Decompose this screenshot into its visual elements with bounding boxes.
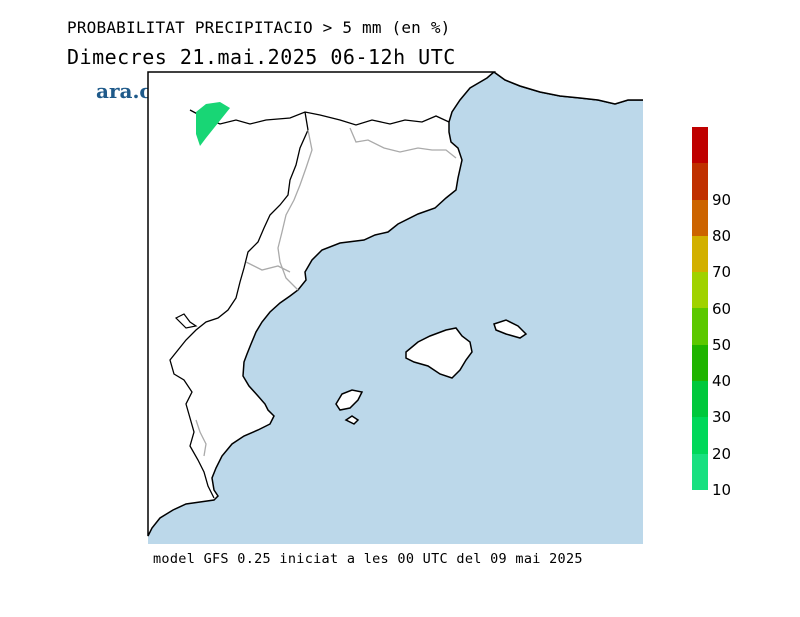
legend-label: 90 xyxy=(712,190,732,209)
legend-label: 30 xyxy=(712,408,732,427)
france-coast xyxy=(493,71,643,105)
small-islet xyxy=(174,313,198,329)
menorca-island xyxy=(493,319,528,339)
model-info-footer: model GFS 0.25 iniciat a les 00 UTC del … xyxy=(153,551,583,567)
legend-label: 80 xyxy=(712,226,732,245)
probability-legend xyxy=(692,127,708,490)
legend-swatch xyxy=(692,417,708,454)
province-border-3 xyxy=(245,261,291,273)
legend-label: 40 xyxy=(712,372,732,391)
legend-swatch xyxy=(692,163,708,200)
legend-swatch xyxy=(692,199,708,236)
precipitation-area xyxy=(196,102,230,146)
legend-label: 20 xyxy=(712,444,732,463)
map-subtitle: Dimecres 21.mai.2025 06-12h UTC xyxy=(67,45,456,69)
legend-swatch xyxy=(692,308,708,345)
eivissa-island xyxy=(335,389,364,411)
legend-swatch xyxy=(692,453,708,490)
legend-swatch xyxy=(692,344,708,382)
legend-swatch xyxy=(692,272,708,309)
legend-label: 70 xyxy=(712,263,732,282)
legend-swatch xyxy=(692,127,708,164)
region-border xyxy=(169,111,309,499)
legend-label: 60 xyxy=(712,299,732,318)
legend-label: 10 xyxy=(712,481,732,499)
france-land xyxy=(494,72,643,104)
legend-swatch xyxy=(692,381,708,418)
legend-label: 50 xyxy=(712,335,732,354)
legend-swatch xyxy=(692,235,708,273)
province-border-4 xyxy=(195,419,207,457)
province-border xyxy=(349,127,457,159)
formentera-island xyxy=(344,415,360,425)
map-title: PROBABILITAT PRECIPITACIO > 5 mm (en %) xyxy=(67,18,451,37)
land-area xyxy=(147,71,497,537)
country-border xyxy=(189,109,450,126)
mallorca-island xyxy=(405,327,473,379)
